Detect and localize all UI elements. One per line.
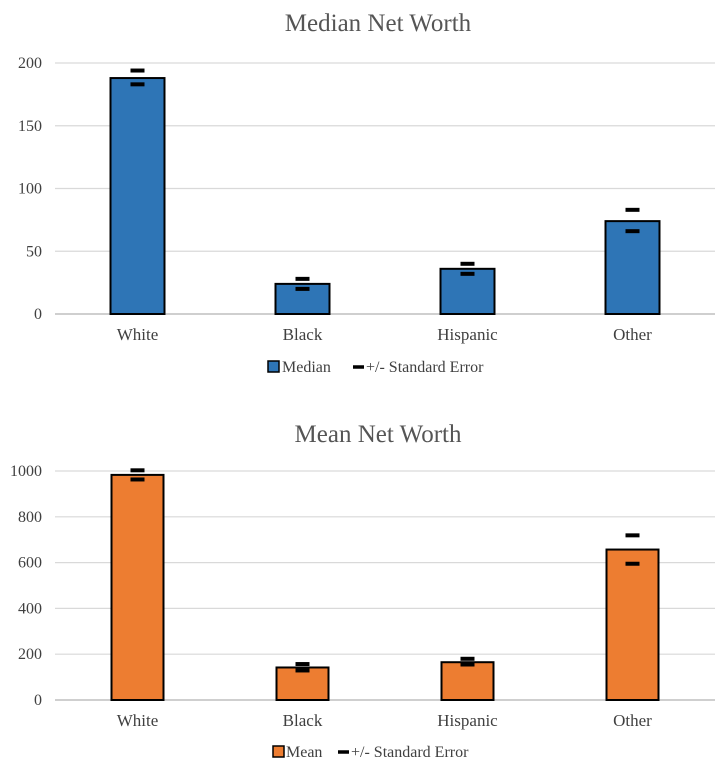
- bar-white: [110, 473, 165, 701]
- chart-title: Mean Net Worth: [295, 421, 462, 448]
- legend-swatch: [267, 360, 280, 373]
- y-tick-label: 50: [26, 243, 42, 260]
- y-tick-label: 0: [34, 692, 42, 709]
- legend-label: Mean: [286, 744, 322, 761]
- bar-hispanic: [440, 661, 495, 702]
- y-tick-label: 0: [34, 306, 42, 323]
- legend-error-label: +/- Standard Error: [366, 359, 484, 376]
- y-tick-label: 200: [18, 646, 42, 663]
- category-label: Other: [613, 711, 652, 730]
- chart-title: Median Net Worth: [285, 10, 472, 37]
- bar-other: [605, 548, 660, 701]
- bar-white: [109, 77, 166, 315]
- y-tick-label: 400: [18, 600, 42, 617]
- category-label: Other: [613, 325, 652, 344]
- category-label: Hispanic: [437, 325, 498, 344]
- category-label: White: [117, 325, 159, 344]
- chart-2: Mean Net Worth 0 200 400 600 800 1000 White Blac…: [10, 421, 715, 761]
- y-tick-label: 1000: [10, 463, 42, 480]
- y-tick-label: 200: [18, 55, 42, 72]
- y-tick-label: 150: [18, 118, 42, 135]
- category-label: White: [117, 711, 159, 730]
- chart-1: Median Net Worth 0 50 100 150 200 White Black Hi…: [18, 10, 715, 376]
- y-tick-label: 100: [18, 181, 42, 198]
- legend-swatch: [272, 745, 285, 758]
- category-label: Black: [283, 325, 323, 344]
- legend-error-label: +/- Standard Error: [351, 744, 469, 761]
- bar-black: [275, 666, 330, 701]
- bar-hispanic: [439, 267, 496, 316]
- category-label: Black: [283, 711, 323, 730]
- y-tick-label: 600: [18, 555, 42, 572]
- legend-label: Median: [282, 359, 331, 376]
- category-label: Hispanic: [437, 711, 498, 730]
- bar-other: [604, 220, 661, 316]
- y-tick-label: 800: [18, 509, 42, 526]
